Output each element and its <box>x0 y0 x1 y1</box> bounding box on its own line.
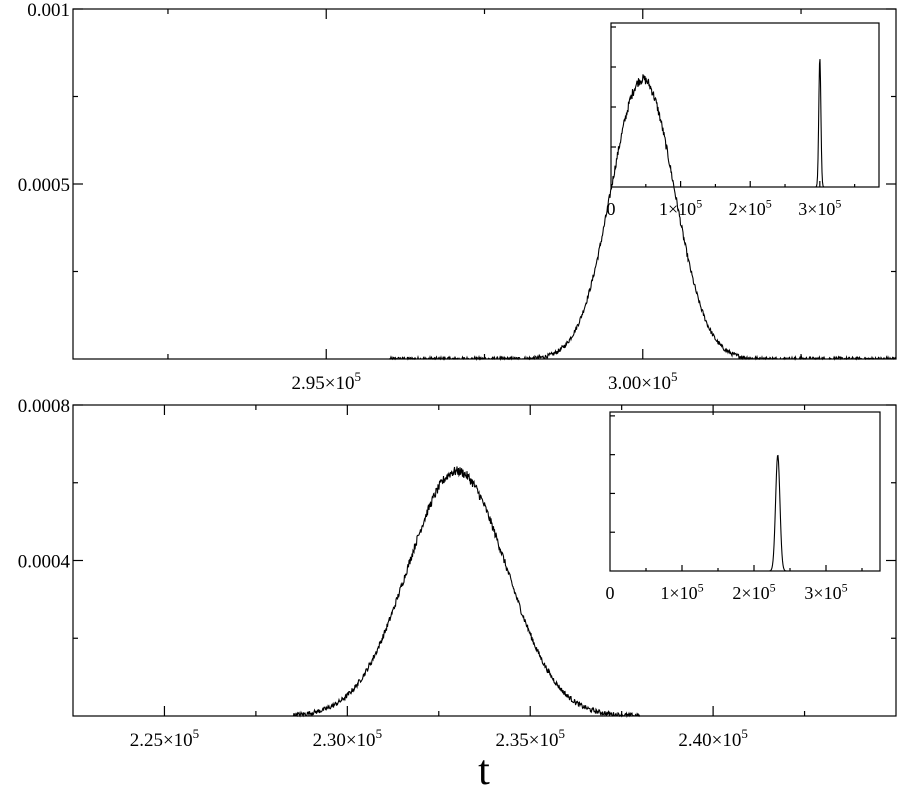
inset-x-tick-label: 2×105 <box>729 196 772 219</box>
bottom-inset-tick-labels: 0 1×105 2×105 3×105 <box>606 580 848 603</box>
bottom-inset-frame <box>609 411 881 572</box>
top-inset: 0 1×105 2×105 3×105 <box>607 22 880 219</box>
bottom-ticks <box>73 404 896 716</box>
bottom-tick-labels: 2.25×105 2.30×105 2.35×105 2.40×105 0.0004 0.… <box>18 396 748 751</box>
inset-x-tick-label: 1×105 <box>660 580 703 603</box>
x-axis-title: t <box>478 748 490 789</box>
inset-x-tick-label: 2×105 <box>732 580 775 603</box>
inset-x-tick-label: 3×105 <box>804 580 847 603</box>
top-inset-curve <box>612 59 878 188</box>
x-tick-label: 2.30×105 <box>313 726 382 751</box>
top-ticks <box>73 8 896 359</box>
y-tick-label: 0.0005 <box>18 175 70 196</box>
x-tick-label: 3.00×105 <box>608 369 677 394</box>
x-tick-label: 2.95×105 <box>291 369 360 394</box>
inset-x-tick-label: 3×105 <box>798 196 841 219</box>
inset-x-tick-label: 0 <box>607 199 616 219</box>
x-tick-label: 2.35×105 <box>495 726 564 751</box>
top-inset-tick-labels: 0 1×105 2×105 3×105 <box>607 196 842 219</box>
inset-x-tick-label: 0 <box>606 583 615 603</box>
bottom-inset: 0 1×105 2×105 3×105 <box>606 411 881 603</box>
bottom-panel: 2.25×105 2.30×105 2.35×105 2.40×105 0.0004 0.… <box>18 396 897 789</box>
bottom-inset-curve <box>611 454 879 572</box>
y-tick-label: 0.0008 <box>18 396 70 417</box>
top-distribution-curve <box>389 74 897 362</box>
y-tick-label: 0.0004 <box>18 552 71 573</box>
x-tick-label: 2.25×105 <box>130 726 199 751</box>
y-tick-label: 0.001 <box>27 0 70 21</box>
bottom-inset-ticks <box>610 415 863 571</box>
x-tick-label: 2.40×105 <box>678 726 747 751</box>
inset-x-tick-label: 1×105 <box>659 196 702 219</box>
bottom-distribution-curve <box>292 466 641 719</box>
top-plot-frame <box>72 8 897 360</box>
top-inset-frame <box>610 22 880 188</box>
